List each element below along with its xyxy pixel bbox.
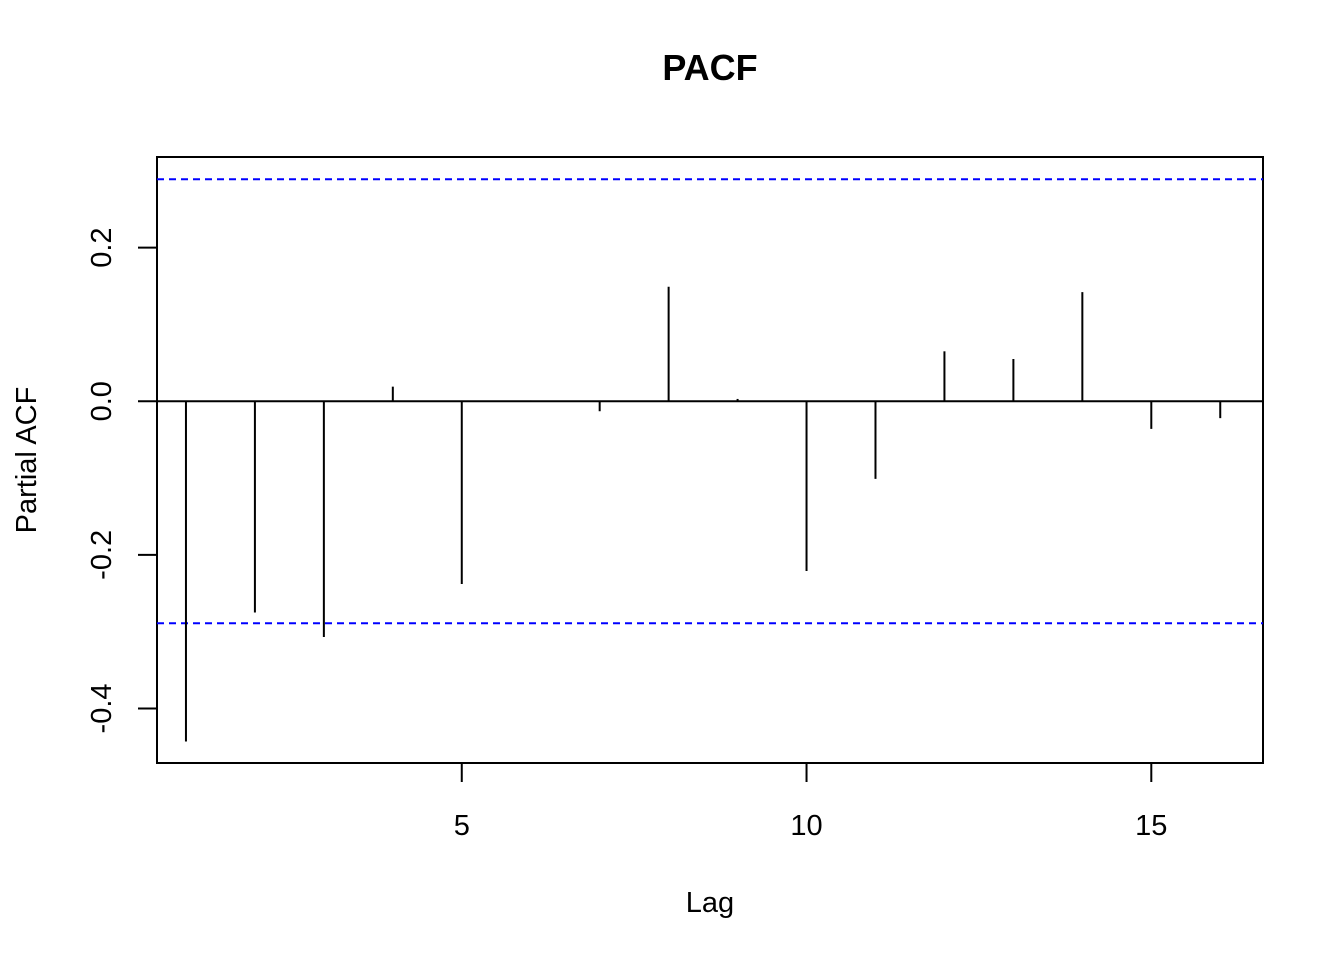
chart-title: PACF [662,47,757,88]
y-tick-label-0: 0.0 [86,381,118,421]
y-tick-label-0_2: 0.2 [86,227,118,267]
plot-frame [156,156,1264,764]
y-tick-label-neg0_4: -0.4 [86,683,118,733]
x-tick-label-5: 5 [454,810,470,842]
x-axis-label: Lag [686,887,734,919]
y-tick-label-neg0_2: -0.2 [86,530,118,580]
x-tick-label-15: 15 [1135,810,1167,842]
y-axis-label: Partial ACF [11,387,43,534]
x-tick-label-10: 10 [790,810,822,842]
plot-area: 5 10 15 -0.4 -0.2 0.0 0.2 [86,156,1264,842]
